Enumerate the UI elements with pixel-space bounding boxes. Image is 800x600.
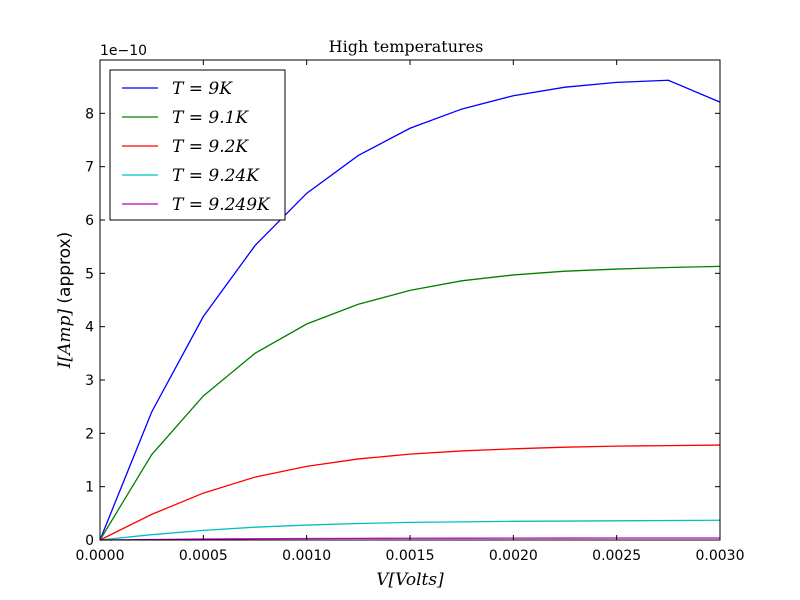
y-axis-label: I[Amp] (approx): [55, 232, 75, 370]
y-axis: 0 1 2 3 4 5 6 7 8: [85, 106, 720, 549]
y-tick-label: 1: [85, 480, 94, 496]
series-line-3: [99, 444, 721, 541]
x-axis-label: V[Volts]: [376, 570, 444, 590]
x-tick-label: 0.0030: [696, 548, 745, 564]
legend-label-2: T = 9.1K: [172, 108, 249, 128]
y-tick-label: 8: [85, 106, 94, 122]
y-axis-label-suffix: (approx): [55, 232, 75, 309]
y-axis-label-math: I[Amp]: [55, 309, 75, 370]
y-tick-label: 3: [85, 373, 94, 389]
y-tick-label: 4: [85, 320, 94, 336]
y-offset-label: 1e−10: [100, 43, 147, 59]
x-tick-label: 0.0010: [282, 548, 331, 564]
y-tick-label: 2: [85, 426, 94, 442]
y-tick-label: 6: [85, 213, 94, 229]
series-line-4: [99, 519, 721, 541]
x-tick-label: 0.0000: [76, 548, 125, 564]
x-tick-label: 0.0020: [489, 548, 538, 564]
legend-label-5: T = 9.249K: [172, 195, 271, 215]
series-line-2: [99, 265, 721, 541]
y-tick-label: 7: [85, 160, 94, 176]
x-tick-label: 0.0025: [592, 548, 641, 564]
series-line-1: [99, 79, 721, 541]
chart-title: High temperatures: [329, 37, 484, 56]
legend-label-4: T = 9.24K: [172, 166, 260, 186]
x-axis: 0.0000 0.0005 0.0010 0.0015 0.0020 0.0025 0.00…: [76, 60, 745, 564]
x-tick-label: 0.0015: [386, 548, 435, 564]
legend: T = 9K T = 9.1K T = 9.2K T = 9.24K T = 9.249…: [109, 69, 286, 221]
y-tick-label: 5: [85, 266, 94, 282]
y-tick-label: 0: [85, 533, 94, 549]
legend-label-1: T = 9K: [172, 79, 233, 99]
legend-box: [109, 69, 286, 221]
x-tick-label: 0.0005: [179, 548, 228, 564]
legend-label-3: T = 9.2K: [172, 137, 249, 157]
